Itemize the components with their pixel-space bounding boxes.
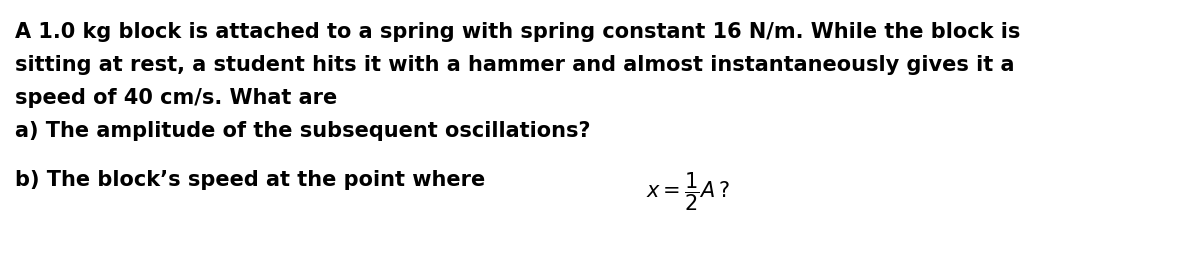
Text: sitting at rest, a student hits it with a hammer and almost instantaneously give: sitting at rest, a student hits it with … bbox=[14, 55, 1014, 75]
Text: a) The amplitude of the subsequent oscillations?: a) The amplitude of the subsequent oscil… bbox=[14, 121, 590, 141]
Text: A 1.0 kg block is attached to a spring with spring constant 16 N/m. While the bl: A 1.0 kg block is attached to a spring w… bbox=[14, 22, 1020, 42]
Text: speed of 40 cm/s. What are: speed of 40 cm/s. What are bbox=[14, 88, 337, 108]
Text: b) The block’s speed at the point where: b) The block’s speed at the point where bbox=[14, 170, 499, 190]
Text: $x = \dfrac{1}{2}A\,?$: $x = \dfrac{1}{2}A\,?$ bbox=[647, 170, 730, 213]
